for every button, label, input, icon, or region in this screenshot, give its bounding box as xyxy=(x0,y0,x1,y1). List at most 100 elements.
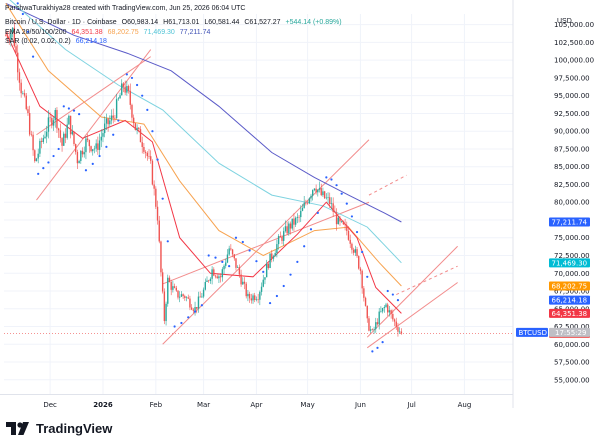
candle xyxy=(397,322,399,337)
x-tick-label: Aug xyxy=(458,401,472,409)
symbol-badge-label: BTCUSD xyxy=(519,329,548,337)
candle-body xyxy=(151,160,154,185)
candle xyxy=(122,81,125,93)
candle-body xyxy=(163,291,166,322)
candle-body xyxy=(37,153,39,159)
candle-body xyxy=(325,197,328,199)
candle-body xyxy=(381,307,384,312)
ema50-line xyxy=(5,3,402,287)
candle-body xyxy=(150,156,152,161)
candle xyxy=(358,255,360,270)
candle xyxy=(378,308,380,330)
candle-body xyxy=(366,305,368,319)
candle-body xyxy=(103,123,106,134)
candle-body xyxy=(296,216,299,218)
sar-dot xyxy=(309,228,313,231)
candle-body xyxy=(8,38,10,40)
candle-body xyxy=(138,127,140,130)
candle xyxy=(296,213,299,224)
candle-body xyxy=(317,189,319,193)
candle-body xyxy=(218,276,220,279)
candle-body xyxy=(293,218,295,225)
candle-body xyxy=(300,210,302,218)
candle-body xyxy=(352,249,355,253)
y-tick-label: 57,500.00 xyxy=(554,359,590,367)
candle-body xyxy=(100,136,102,141)
candle-body xyxy=(112,115,114,118)
candle xyxy=(150,150,152,164)
sar-dot xyxy=(180,321,183,325)
sar-dot xyxy=(105,145,108,148)
candle xyxy=(37,148,39,164)
candle-body xyxy=(5,35,7,36)
candle-body xyxy=(32,134,34,151)
ema50-value: 68,202.75 xyxy=(107,29,139,36)
candle xyxy=(168,275,171,283)
candle xyxy=(59,123,62,143)
candle-body xyxy=(114,117,116,119)
candle-body xyxy=(40,140,43,142)
candle xyxy=(388,305,391,317)
candle xyxy=(380,306,382,313)
candle-body xyxy=(143,147,145,152)
candle xyxy=(75,143,77,155)
candle-body xyxy=(110,115,113,121)
candle xyxy=(6,31,9,43)
candle xyxy=(204,278,206,291)
candle xyxy=(17,44,19,81)
currency-label[interactable]: USD xyxy=(557,18,572,25)
candle-body xyxy=(225,262,227,266)
candle-body xyxy=(134,123,137,131)
candle xyxy=(92,149,94,156)
candle xyxy=(387,302,389,316)
candle xyxy=(398,327,401,334)
candle xyxy=(134,123,137,131)
y-tick-label: 75,000.00 xyxy=(554,234,590,242)
candle-body xyxy=(44,136,46,139)
candle xyxy=(97,136,99,155)
candle xyxy=(240,269,242,287)
sar-row[interactable]: SAR (0.02, 0.02, 0.2) 66,214.18 xyxy=(5,37,110,46)
sar-dot xyxy=(166,240,169,243)
candle xyxy=(196,307,198,314)
candle xyxy=(254,292,256,303)
candle-body xyxy=(373,329,375,330)
candle xyxy=(189,295,191,311)
y-tick-label: 80,000.00 xyxy=(554,199,590,207)
candle-body xyxy=(199,296,201,298)
candle xyxy=(10,30,12,47)
ema100-line xyxy=(9,0,402,264)
candle-body xyxy=(219,276,222,278)
candle xyxy=(260,282,263,296)
ema-label: EMA 20/50/100/200 xyxy=(5,29,67,36)
x-tick-label: Dec xyxy=(43,401,57,409)
candle-body xyxy=(211,269,213,279)
candle-body xyxy=(136,127,138,131)
candle-body xyxy=(197,296,200,309)
ema-row[interactable]: EMA 20/50/100/200 64,351.38 68,202.75 71… xyxy=(5,28,213,37)
sar-dot xyxy=(234,236,238,239)
candle xyxy=(359,266,362,275)
chart-credit: ParshwaTurakhiya28 created with TradingV… xyxy=(5,4,248,13)
candle-body xyxy=(184,296,186,298)
candle xyxy=(250,293,253,304)
sar-dot xyxy=(193,310,197,313)
candle xyxy=(69,115,72,139)
candle-body xyxy=(242,281,244,285)
candle-body xyxy=(63,133,65,146)
sar-dot xyxy=(62,105,65,108)
candle xyxy=(346,221,348,236)
candle-body xyxy=(23,93,26,96)
candle xyxy=(286,221,288,236)
candle-body xyxy=(201,296,203,298)
sar-dot xyxy=(161,197,164,200)
candle xyxy=(238,264,241,278)
sar-dot xyxy=(52,154,55,158)
candle xyxy=(216,274,218,279)
candle xyxy=(243,277,246,290)
x-tick-label: 2026 xyxy=(93,401,113,409)
candle-body xyxy=(308,198,310,204)
tradingview-logo[interactable]: TradingView xyxy=(6,420,112,436)
candle-body xyxy=(102,133,104,137)
